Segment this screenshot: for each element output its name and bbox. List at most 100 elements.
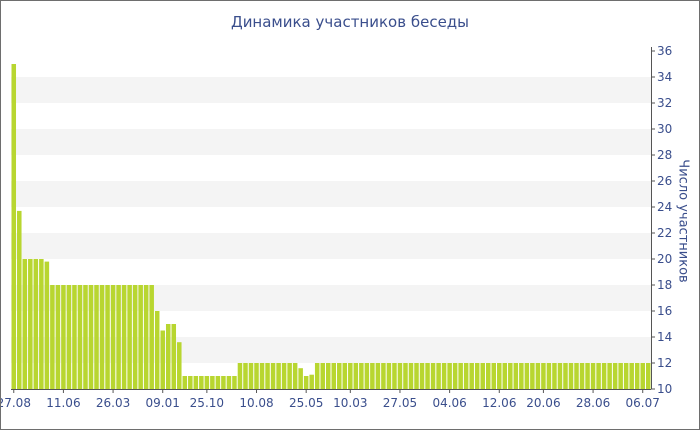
- y-axis-label: Число участников: [675, 159, 691, 283]
- bar: [149, 285, 154, 389]
- bar: [215, 376, 221, 389]
- bar: [601, 363, 607, 389]
- bar: [392, 363, 397, 389]
- bar: [513, 363, 519, 389]
- bar: [497, 363, 502, 389]
- bar: [314, 363, 320, 389]
- bar: [237, 363, 243, 389]
- x-tick-label: 06.07: [626, 396, 660, 410]
- bar: [337, 363, 342, 389]
- bar: [375, 363, 381, 389]
- bar: [259, 363, 265, 389]
- bar: [132, 285, 138, 389]
- bar: [414, 363, 419, 389]
- bar: [33, 259, 39, 389]
- x-tick-label: 11.06: [46, 396, 80, 410]
- bar: [320, 363, 325, 389]
- bar: [309, 374, 314, 389]
- bar: [143, 285, 149, 389]
- bar: [480, 363, 485, 389]
- y-tick-label: 12: [657, 356, 672, 370]
- bar: [11, 64, 17, 389]
- bar: [50, 285, 55, 389]
- bar: [585, 363, 590, 389]
- bar: [491, 363, 497, 389]
- bar: [629, 363, 634, 389]
- grid-band: [11, 233, 651, 259]
- bar: [463, 363, 469, 389]
- bar: [55, 285, 61, 389]
- bar: [524, 363, 530, 389]
- bar: [502, 363, 508, 389]
- x-tick-label: 09.01: [146, 396, 180, 410]
- bar: [204, 376, 210, 389]
- bar: [105, 285, 110, 389]
- bar: [265, 363, 270, 389]
- bar: [535, 363, 541, 389]
- bar: [348, 363, 353, 389]
- y-tick-label: 18: [657, 278, 672, 292]
- y-tick-label: 26: [657, 174, 672, 188]
- bar: [359, 363, 364, 389]
- bar: [221, 376, 226, 389]
- y-tick-label: 30: [657, 122, 672, 136]
- x-tick-label: 04.06: [432, 396, 466, 410]
- grid-band: [11, 77, 651, 103]
- bar: [618, 363, 623, 389]
- bar: [210, 376, 215, 389]
- y-axis-label-box: Число участников: [673, 159, 693, 283]
- bar: [441, 363, 447, 389]
- bar: [519, 363, 524, 389]
- bar: [419, 363, 425, 389]
- y-tick-label: 24: [657, 200, 672, 214]
- bar: [612, 363, 618, 389]
- x-tick-label: 20.06: [526, 396, 560, 410]
- bar: [66, 285, 72, 389]
- bar: [452, 363, 458, 389]
- bar: [425, 363, 430, 389]
- bar: [28, 259, 33, 389]
- bar: [17, 210, 22, 389]
- bar: [541, 363, 546, 389]
- bar: [188, 376, 193, 389]
- bar: [193, 376, 199, 389]
- bar: [552, 363, 557, 389]
- x-tick-label: 25.05: [289, 396, 323, 410]
- bar: [154, 311, 160, 389]
- bar: [574, 363, 579, 389]
- bar: [430, 363, 436, 389]
- bar: [160, 330, 165, 389]
- bar: [77, 285, 83, 389]
- chart-title: Динамика участников беседы: [230, 13, 470, 31]
- bar: [121, 285, 127, 389]
- bar: [165, 324, 171, 389]
- bar: [232, 376, 237, 389]
- bar: [226, 376, 232, 389]
- y-tick-label: 14: [657, 330, 672, 344]
- bar: [303, 376, 309, 389]
- bar: [557, 363, 563, 389]
- y-tick-label: 16: [657, 304, 672, 318]
- bar: [469, 363, 474, 389]
- x-tick-label: 25.10: [190, 396, 224, 410]
- bar: [623, 363, 629, 389]
- x-tick-label: 26.03: [96, 396, 130, 410]
- bar: [182, 376, 188, 389]
- x-tick-label: 27.08: [1, 396, 31, 410]
- bar: [386, 363, 392, 389]
- y-tick-label: 28: [657, 148, 672, 162]
- bar: [243, 363, 248, 389]
- bar: [94, 285, 99, 389]
- bar: [171, 324, 177, 389]
- bar: [138, 285, 143, 389]
- x-tick-label: 12.06: [482, 396, 516, 410]
- bar: [276, 363, 281, 389]
- bar: [254, 363, 259, 389]
- bar: [325, 363, 331, 389]
- bar: [177, 342, 182, 389]
- y-tick-label: 32: [657, 96, 672, 110]
- bar: [408, 363, 414, 389]
- bar: [83, 285, 88, 389]
